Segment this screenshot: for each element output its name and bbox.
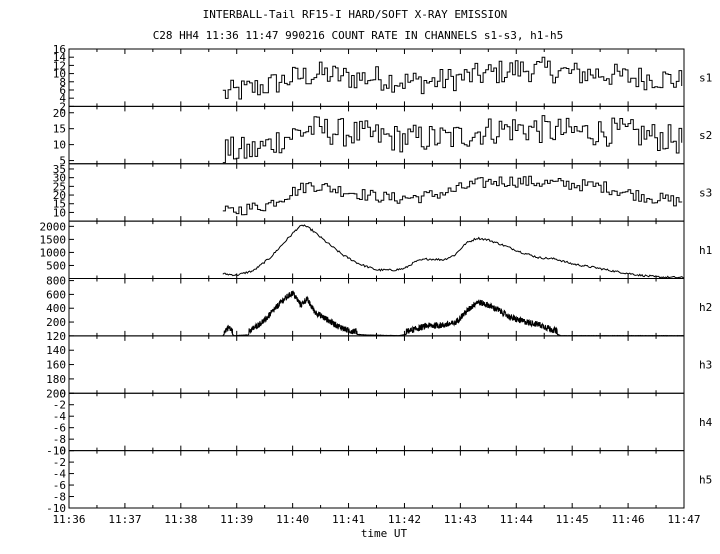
panel-frame [68,105,685,165]
x-tick-label: 11:39 [220,513,253,526]
y-tick-label: 8 [59,76,66,89]
y-tick-label: -6 [53,479,66,492]
y-tick-label: 200 [46,316,66,329]
panel-frame [68,450,685,509]
y-tick-label: 30 [53,172,66,185]
y-tick-label: 0 [59,387,66,400]
x-tick-label: 11:41 [332,513,365,526]
y-tick-label: 400 [46,302,66,315]
y-tick-label: 15 [53,198,66,211]
x-tick-label: 11:36 [52,513,85,526]
y-tick-label: 200 [46,387,66,400]
y-tick-label: 4 [59,92,66,105]
y-tick-label: 35 [53,163,66,176]
panel-name-s3: s3 [699,186,712,199]
series-s2 [222,115,683,164]
panel-s2: 20 15 10 5 s2 [53,105,712,168]
y-tick-label: -2 [53,456,66,469]
y-tick-label: 6 [59,84,66,97]
y-tick-label: 800 [46,275,66,288]
chart-subtitle: C28 HH4 11:36 11:47 990216 COUNT RATE IN… [153,29,564,42]
x-axis: 11:36 11:37 11:38 11:39 11:40 11:41 11:42 11:43… [52,513,700,526]
x-tick-label: 11:44 [500,513,533,526]
x-tick-label: 11:38 [164,513,197,526]
series-s1 [222,56,683,100]
panel-name-h4: h4 [699,416,713,429]
y-tick-label: 15 [53,123,66,136]
series-h2 [222,290,685,337]
y-tick-label: 16 [53,43,66,56]
y-tick-label: 2000 [40,220,67,233]
panel-name-h3: h3 [699,359,712,372]
panel-frame [68,48,685,107]
x-axis-label: time UT [361,527,408,540]
x-tick-label: 11:46 [612,513,645,526]
y-tick-label: -8 [53,491,66,504]
y-tick-label: 1000 [40,246,67,259]
y-tick-label: 0 [59,445,66,458]
y-tick-label: 10 [53,139,66,152]
y-tick-label: 500 [46,259,66,272]
y-tick-label: 2 [59,100,66,113]
panel-name-h2: h2 [699,301,712,314]
x-tick-label: 11:47 [667,513,700,526]
y-tick-label: 160 [46,359,66,372]
y-tick-label: 10 [53,68,66,81]
y-tick-label: 600 [46,288,66,301]
y-tick-label: -4 [53,468,67,481]
y-tick-label: 20 [53,107,66,120]
y-tick-label: 25 [53,180,66,193]
x-tick-label: 11:40 [276,513,309,526]
y-tick-label: 10 [53,206,66,219]
panel-name-s1: s1 [699,72,712,85]
x-tick-label: 11:43 [444,513,477,526]
x-tick-label: 11:37 [108,513,141,526]
y-tick-label: -2 [53,399,66,412]
series-s3 [222,175,683,216]
chart-title: INTERBALL-Tail RF15-I HARD/SOFT X-RAY EM… [203,8,508,21]
x-tick-label: 11:42 [388,513,421,526]
y-tick-label: 180 [46,373,66,386]
series-h1 [222,224,684,279]
y-tick-label: 5 [59,155,66,168]
panel-name-h5: h5 [699,473,712,486]
y-tick-label: 20 [53,189,66,202]
y-tick-label: -6 [53,422,66,435]
panel-frame [68,335,685,394]
y-tick-label: 120 [46,330,66,343]
panel-frame [68,392,685,452]
y-tick-label: 140 [46,344,66,357]
y-tick-label: 14 [53,51,67,64]
panel-name-h1: h1 [699,244,712,257]
panel-name-s2: s2 [699,129,712,142]
y-tick-label: 1500 [40,233,67,246]
plot-panels: 161412108642s12015105s2353025201510s3200… [40,43,713,515]
y-tick-label: -4 [53,410,67,423]
panel-frame [68,278,685,337]
y-tick-label: -10 [46,502,66,515]
y-tick-label: -8 [53,433,66,446]
x-tick-label: 11:45 [556,513,589,526]
y-tick-label: -10 [46,445,66,458]
y-tick-label: 12 [53,59,66,72]
panel-frame [68,163,685,222]
